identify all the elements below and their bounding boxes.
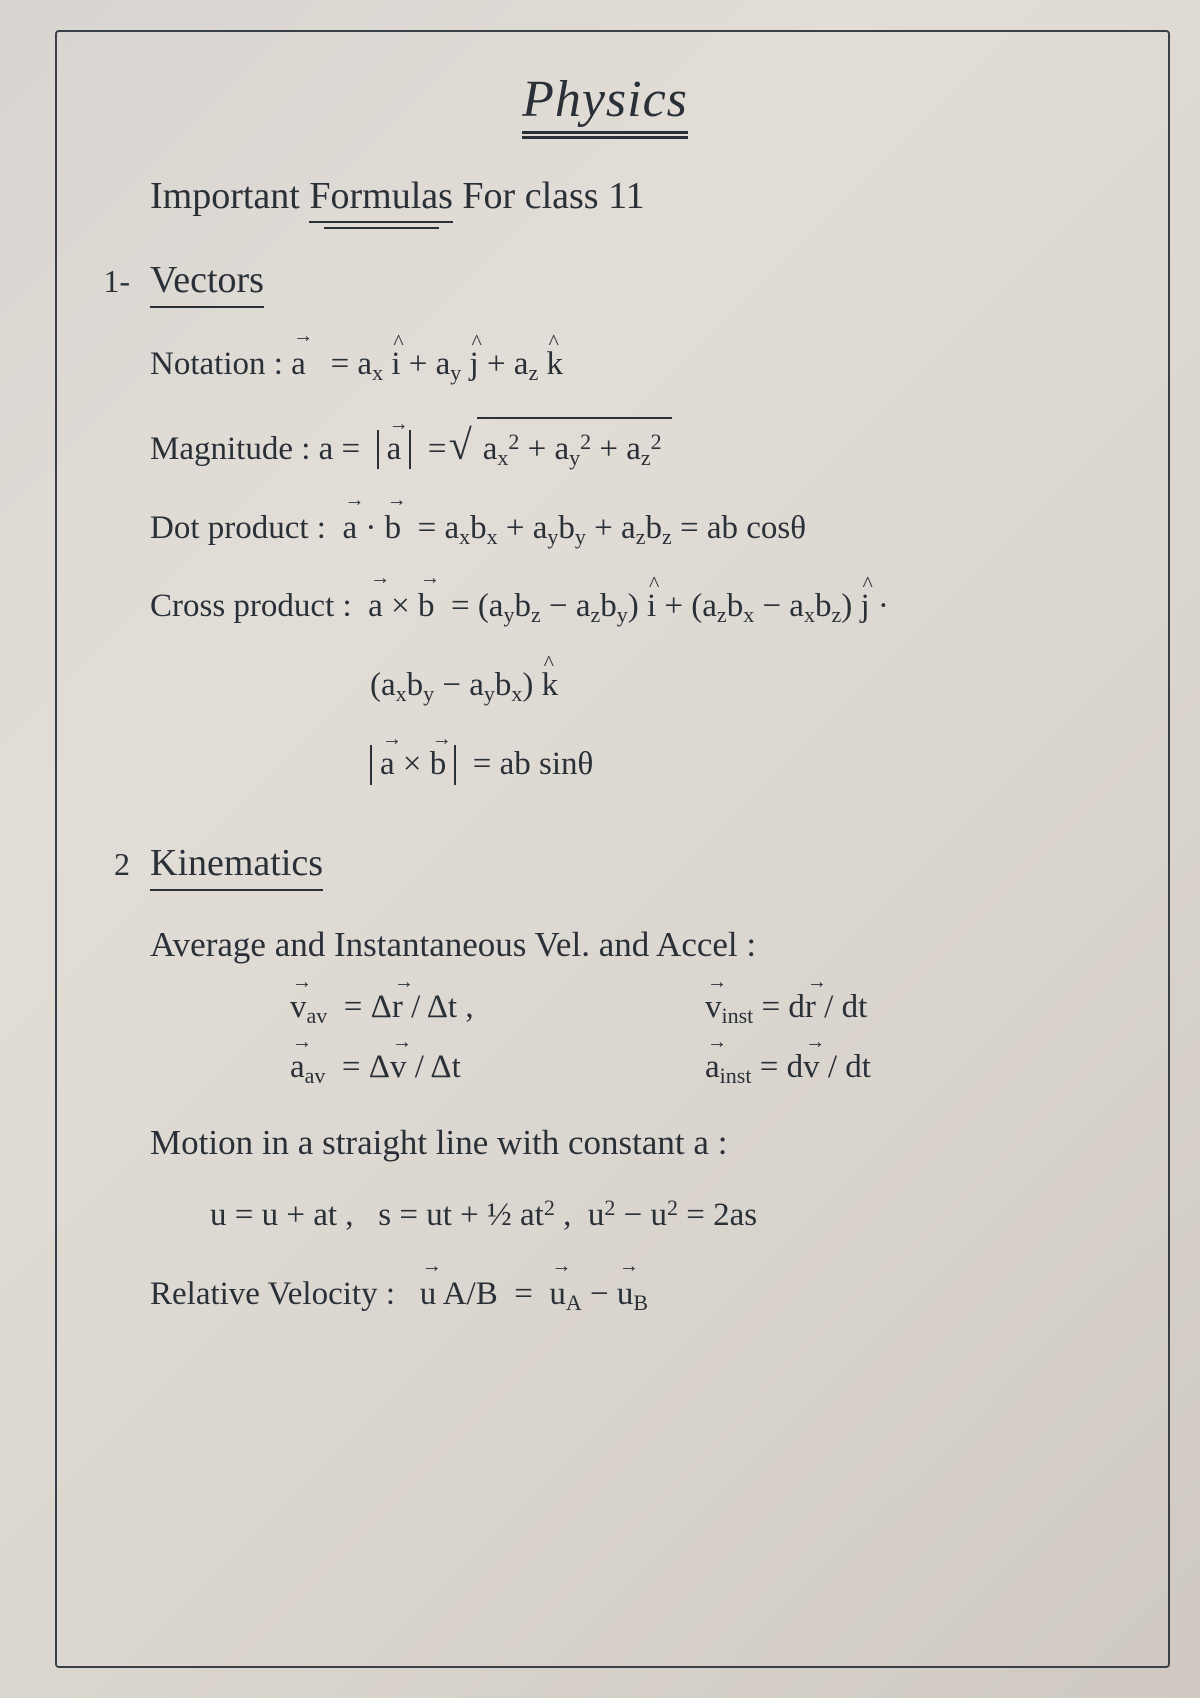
cross-product-line-2: (axby − aybx) k <box>370 659 1100 712</box>
subtitle-post: For class 11 <box>462 175 644 217</box>
magnitude-label: Magnitude : a = <box>150 431 360 467</box>
section-2-num: 2 <box>100 846 130 883</box>
cross-product-line-1: Cross product : a × b = (aybz − azby) i … <box>150 580 1100 633</box>
relative-velocity-line: Relative Velocity : u A/B = uA − uB <box>150 1268 1100 1321</box>
kinematics-subhead: Average and Instantaneous Vel. and Accel… <box>150 925 1100 965</box>
notation-line: Notation : a = ax i + ay j + az k <box>150 338 1100 391</box>
dot-product-line: Dot product : a · b = axbx + ayby + azbz… <box>150 502 1100 555</box>
section-2-header: 2 Kinematics <box>100 841 1100 891</box>
dot-label: Dot product : <box>150 510 326 546</box>
notation-label: Notation : <box>150 346 283 382</box>
section-2-title: Kinematics <box>150 841 323 891</box>
v-inst: vinst = dr / dt <box>705 989 1060 1029</box>
page-title: Physics <box>110 70 1100 134</box>
subtitle: Important Formulas For class 11 <box>150 174 1100 218</box>
motion-equations: u = u + at , s = ut + ½ at2 , u2 − u2 = … <box>210 1189 1100 1242</box>
vector-a-symbol: a <box>291 338 306 391</box>
motion-label: Motion in a straight line with constant … <box>150 1123 1100 1163</box>
section-1-num: 1- <box>100 263 130 300</box>
subtitle-pre: Important <box>150 175 309 217</box>
relvel-label: Relative Velocity : <box>150 1276 395 1312</box>
notes-content: Physics Important Formulas For class 11 … <box>70 50 1130 1366</box>
section-1-title: Vectors <box>150 258 264 308</box>
section-1-header: 1- Vectors <box>100 258 1100 308</box>
cross-label: Cross product : <box>150 588 352 624</box>
a-inst: ainst = dv / dt <box>705 1049 1060 1089</box>
title-text: Physics <box>522 70 688 134</box>
kinematics-grid: vav = Δr / Δt , vinst = dr / dt aav = Δv… <box>290 989 1060 1089</box>
a-av: aav = Δv / Δt <box>290 1049 645 1089</box>
v-av: vav = Δr / Δt , <box>290 989 645 1029</box>
subtitle-word: Formulas <box>309 175 453 223</box>
cross-product-mag: a × b = ab sinθ <box>370 738 1100 791</box>
magnitude-line: Magnitude : a = a = ax2 + ay2 + az2 <box>150 417 1100 476</box>
